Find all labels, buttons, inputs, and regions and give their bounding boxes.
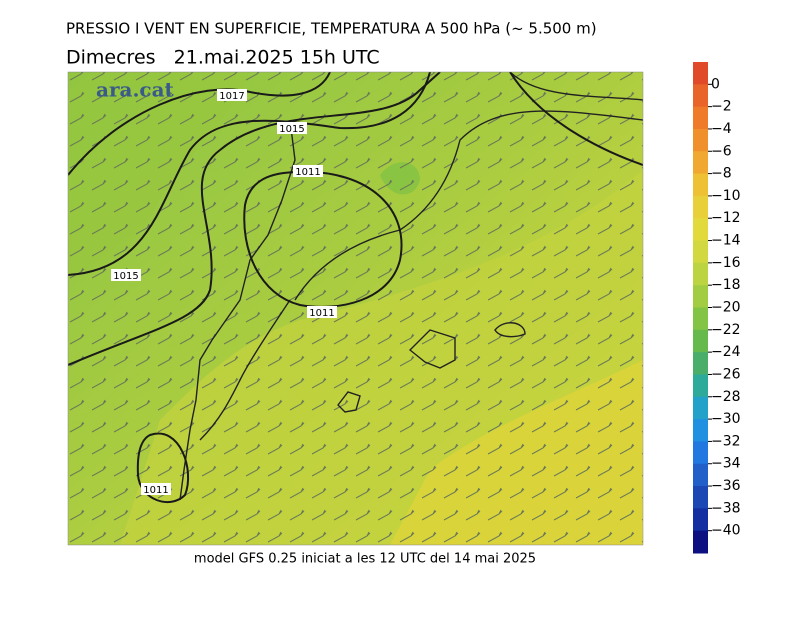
colorbar-label: −16: [711, 255, 741, 271]
colorbar-label: −8: [711, 166, 732, 182]
colorbar-swatch: [693, 352, 708, 375]
island: [494, 322, 526, 338]
isobar: [68, 72, 431, 276]
colorbar-swatch: [693, 486, 708, 509]
colorbar-label: −36: [711, 478, 741, 494]
colorbar-swatch: [693, 329, 708, 353]
colorbar-label: −10: [711, 188, 741, 204]
map-frame: [67, 71, 644, 546]
isobar-label-box: [111, 269, 141, 281]
isobar-label: 1011: [295, 167, 320, 178]
colorbar-label: −14: [711, 233, 741, 249]
title: PRESSIO I VENT EN SUPERFICIE, TEMPERATUR…: [66, 20, 597, 38]
colorbar-label: −12: [711, 210, 741, 226]
colorbar-swatch: [693, 285, 708, 308]
isobar-label: 1015: [279, 124, 304, 135]
footer: model GFS 0.25 iniciat a les 12 UTC del …: [194, 552, 536, 567]
colorbar-swatch: [693, 195, 708, 219]
colorbar-swatch: [693, 106, 708, 130]
island: [408, 329, 456, 369]
colorbar-swatch: [693, 419, 708, 442]
colorbar-swatch: [693, 441, 708, 465]
isobar-label-box: [277, 122, 307, 134]
colorbar-label: −34: [711, 456, 741, 472]
isobar-label: 1017: [219, 91, 244, 102]
isobar-label: 1011: [143, 485, 168, 496]
colorbar-swatch: [693, 218, 708, 242]
colorbar-label: −2: [711, 99, 732, 115]
colorbar-label: −6: [711, 143, 732, 159]
colorbar-swatch: [693, 62, 708, 85]
map: [68, 72, 643, 545]
colorbar-swatch: [693, 151, 708, 175]
colorbar-swatch: [693, 84, 708, 108]
coastline: [294, 110, 643, 301]
isobar-label-box: [141, 483, 171, 495]
colorbar-label: −26: [711, 366, 741, 382]
island: [337, 391, 361, 413]
colorbar-label: −24: [711, 344, 741, 360]
isobar-label: 1015: [113, 271, 138, 282]
isobar-label-box: [293, 165, 323, 177]
colorbar: 0 −2 −4 −6 −8 −10 −12 −14 −16 −18 −20 −22 −24 −26 −28 −…: [693, 62, 741, 554]
colorbar-label: −30: [711, 411, 741, 427]
colorbar-label: 0: [711, 76, 720, 92]
colorbar-label: −32: [711, 433, 741, 449]
isobar-labels: 1017 1015 1011 1015 1011 1011: [111, 89, 337, 496]
isobar: [136, 432, 190, 504]
wind-barbs: [68, 72, 643, 545]
colorbar-swatch: [693, 173, 708, 197]
colorbar-swatch: [693, 262, 708, 286]
colorbar-swatch: [693, 374, 708, 398]
colorbar-label: −28: [711, 389, 741, 405]
isobar: [68, 72, 441, 366]
colorbar-label: −20: [711, 300, 741, 316]
colorbar-label: −40: [711, 523, 741, 539]
colorbar-swatch: [693, 463, 708, 487]
logo: ara.cat: [96, 78, 175, 102]
coastline: [199, 299, 291, 441]
colorbar-swatch: [693, 128, 708, 152]
colorbar-swatch: [693, 240, 708, 264]
colorbar-label: −4: [711, 121, 732, 137]
isobar-label-box: [307, 306, 337, 318]
colorbar-label: −22: [711, 322, 741, 338]
colorbar-swatch: [693, 530, 708, 554]
colorbar-label: −18: [711, 277, 741, 293]
colorbar-swatch: [693, 396, 708, 420]
colorbar-label: −38: [711, 500, 741, 516]
isobar-label-box: [217, 89, 247, 101]
coastline: [179, 119, 296, 501]
isobar: [509, 72, 643, 166]
colorbar-swatch: [693, 307, 708, 331]
isobar-label: 1011: [309, 308, 334, 319]
coastline: [509, 72, 643, 101]
date: Dimecres 21.mai.2025 15h UTC: [66, 47, 380, 69]
colorbar-swatch: [693, 508, 708, 532]
